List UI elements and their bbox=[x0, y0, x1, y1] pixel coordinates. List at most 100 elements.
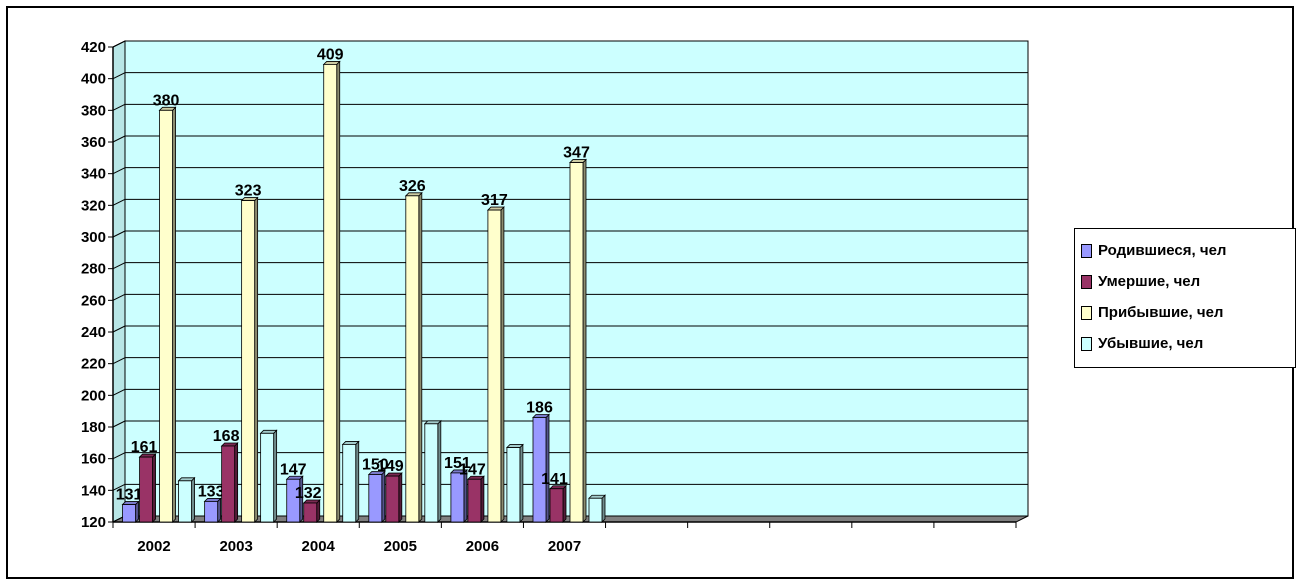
bar-side bbox=[152, 453, 156, 523]
data-label: 317 bbox=[481, 192, 508, 209]
bar-side bbox=[582, 158, 587, 523]
data-label: 147 bbox=[280, 461, 307, 478]
x-tick-label: 2004 bbox=[302, 538, 336, 555]
gridline-side bbox=[112, 420, 126, 428]
gridline-side bbox=[112, 388, 126, 396]
bar-top bbox=[588, 494, 606, 499]
bar bbox=[260, 432, 275, 523]
bar bbox=[450, 472, 465, 523]
legend-swatch bbox=[1081, 243, 1092, 258]
legend-item: Родившиеся, чел bbox=[1081, 235, 1295, 266]
y-tick-label: 260 bbox=[81, 292, 106, 309]
bar bbox=[405, 195, 420, 523]
bar-top bbox=[177, 477, 196, 482]
bar bbox=[241, 200, 256, 523]
bar-top bbox=[259, 429, 278, 434]
bar bbox=[467, 478, 482, 523]
data-label: 347 bbox=[563, 145, 590, 162]
bar bbox=[506, 447, 521, 523]
x-tick-label: 2007 bbox=[548, 538, 581, 555]
gridline-side bbox=[112, 40, 126, 48]
bar-side bbox=[336, 60, 341, 523]
bar-side bbox=[519, 443, 524, 523]
bar bbox=[588, 497, 603, 523]
legend-item: Умершие, чел bbox=[1081, 266, 1295, 297]
bar-top bbox=[341, 441, 360, 445]
bar-side bbox=[316, 499, 321, 523]
legend-label: Умершие, чел bbox=[1098, 273, 1201, 290]
legend-swatch bbox=[1081, 305, 1092, 320]
bar-side bbox=[500, 206, 505, 523]
bar bbox=[424, 423, 439, 523]
data-label: 147 bbox=[459, 461, 486, 478]
bar-side bbox=[234, 442, 239, 523]
gridline-side bbox=[112, 357, 126, 365]
bar-side bbox=[172, 106, 176, 523]
data-label: 326 bbox=[399, 178, 426, 195]
bar bbox=[532, 417, 547, 523]
data-label: 149 bbox=[377, 458, 404, 475]
y-tick-label: 160 bbox=[81, 451, 106, 468]
bar bbox=[368, 474, 383, 523]
bar bbox=[159, 109, 173, 523]
data-label: 151 bbox=[444, 455, 471, 472]
data-label: 131 bbox=[116, 487, 143, 504]
bar-side bbox=[601, 494, 606, 523]
bar bbox=[487, 209, 502, 523]
y-tick-label: 380 bbox=[81, 102, 106, 119]
x-tick-label: 2006 bbox=[466, 538, 499, 555]
y-tick-label: 140 bbox=[81, 482, 106, 499]
bar-side bbox=[437, 419, 442, 523]
y-tick-label: 400 bbox=[81, 71, 106, 88]
data-label: 409 bbox=[317, 46, 344, 63]
bar bbox=[122, 504, 136, 523]
y-tick-label: 240 bbox=[81, 324, 106, 341]
gridline-side bbox=[112, 293, 126, 301]
bar bbox=[549, 488, 564, 523]
bar-side bbox=[480, 475, 485, 523]
bar bbox=[139, 456, 153, 523]
legend-item: Убывшие, чел bbox=[1081, 328, 1295, 359]
y-tick-label: 300 bbox=[81, 229, 106, 246]
data-label: 168 bbox=[213, 428, 240, 445]
data-label: 380 bbox=[153, 92, 180, 109]
side-wall bbox=[112, 40, 126, 523]
bar-side bbox=[562, 484, 567, 523]
y-tick-label: 200 bbox=[81, 387, 106, 404]
gridline-side bbox=[112, 135, 126, 143]
legend-label: Убывшие, чел bbox=[1098, 335, 1204, 352]
legend-swatch bbox=[1081, 274, 1092, 289]
gridline-side bbox=[112, 262, 126, 270]
y-tick-label: 180 bbox=[81, 419, 106, 436]
bar bbox=[221, 445, 236, 523]
bar-side bbox=[273, 429, 278, 523]
legend-label: Прибывшие, чел bbox=[1098, 304, 1224, 321]
bar bbox=[204, 501, 219, 523]
y-tick-label: 320 bbox=[81, 197, 106, 214]
bar-top bbox=[423, 420, 442, 425]
data-label: 150 bbox=[362, 457, 389, 474]
bar-top bbox=[505, 444, 524, 448]
y-tick-label: 120 bbox=[81, 514, 106, 531]
y-tick-label: 360 bbox=[81, 134, 106, 151]
bar-side bbox=[398, 472, 403, 523]
y-tick-label: 280 bbox=[81, 261, 106, 278]
data-label: 186 bbox=[526, 400, 553, 417]
y-tick-label: 340 bbox=[81, 166, 106, 183]
bar bbox=[569, 162, 584, 523]
bar-side bbox=[545, 413, 550, 523]
gridline-side bbox=[112, 72, 126, 80]
bar-side bbox=[254, 196, 259, 523]
bar-side bbox=[418, 191, 423, 523]
data-label: 141 bbox=[541, 471, 568, 488]
bar bbox=[286, 478, 301, 523]
data-label: 161 bbox=[131, 439, 158, 456]
bar-side bbox=[381, 470, 386, 523]
bar bbox=[303, 502, 318, 523]
gridline-side bbox=[112, 325, 126, 333]
data-label: 133 bbox=[198, 483, 225, 500]
bar-side bbox=[191, 476, 195, 523]
gridline-side bbox=[112, 198, 126, 206]
gridline-side bbox=[112, 103, 126, 111]
gridline-side bbox=[112, 452, 126, 460]
